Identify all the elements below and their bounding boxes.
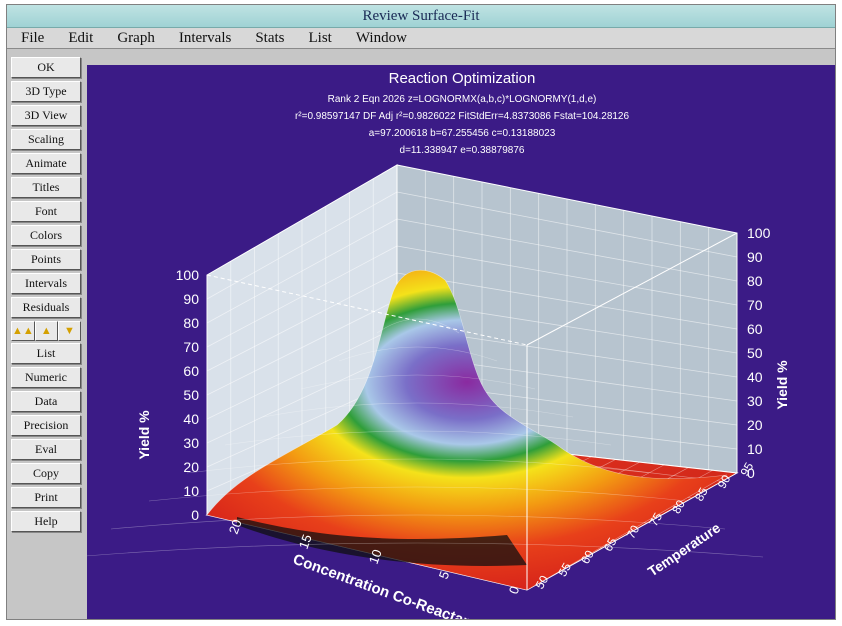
y-tick-55: 55: [555, 560, 574, 579]
menu-intervals[interactable]: Intervals: [178, 29, 232, 46]
z-tick-left-40: 40: [183, 411, 199, 427]
3d-type-button[interactable]: 3D Type: [11, 81, 81, 102]
y-tick-80: 80: [669, 497, 688, 516]
titles-button[interactable]: Titles: [11, 177, 81, 198]
z-tick-left-0: 0: [191, 507, 199, 523]
x-tick-10: 10: [366, 547, 385, 566]
menu-bar: File Edit Graph Intervals Stats List Win…: [7, 28, 835, 49]
plot-area: Reaction Optimization Rank 2 Eqn 2026 z=…: [87, 65, 835, 619]
down-arrow-icon[interactable]: ▼: [57, 321, 81, 341]
z-tick-left-90: 90: [183, 291, 199, 307]
z-tick-right-10: 10: [747, 441, 763, 457]
menu-stats[interactable]: Stats: [255, 29, 285, 46]
z-tick-right-40: 40: [747, 369, 763, 385]
menu-graph[interactable]: Graph: [117, 29, 155, 46]
y-tick-85: 85: [692, 485, 711, 504]
list-button[interactable]: List: [11, 343, 81, 364]
ok-button[interactable]: OK: [11, 57, 81, 78]
params-line-2: d=11.338947 e=0.38879876: [400, 145, 525, 156]
menu-list[interactable]: List: [308, 29, 332, 46]
window-title: Review Surface-Fit: [362, 8, 480, 24]
axis-ticks: 0010102020303040405050606070708080909010…: [176, 225, 771, 596]
z-tick-right-60: 60: [747, 321, 763, 337]
y-tick-95: 95: [737, 460, 756, 479]
title-bar[interactable]: Review Surface-Fit: [7, 5, 835, 28]
z-tick-right-20: 20: [747, 417, 763, 433]
x-tick-5: 5: [436, 569, 453, 581]
z-tick-left-30: 30: [183, 435, 199, 451]
menu-edit[interactable]: Edit: [68, 29, 94, 46]
y-tick-75: 75: [646, 510, 665, 529]
x-tick-15: 15: [296, 532, 315, 551]
font-button[interactable]: Font: [11, 201, 81, 222]
animate-button[interactable]: Animate: [11, 153, 81, 174]
menu-file[interactable]: File: [21, 29, 45, 46]
z-tick-right-90: 90: [747, 249, 763, 265]
app-window: Review Surface-Fit File Edit Graph Inter…: [6, 4, 836, 620]
x-tick-20: 20: [226, 517, 245, 536]
copy-button[interactable]: Copy: [11, 463, 81, 484]
numeric-button[interactable]: Numeric: [11, 367, 81, 388]
eval-button[interactable]: Eval: [11, 439, 81, 460]
z-tick-right-50: 50: [747, 345, 763, 361]
data-button[interactable]: Data: [11, 391, 81, 412]
surface-chart: Reaction Optimization Rank 2 Eqn 2026 z=…: [87, 70, 790, 619]
top-front-edge-right: [526, 232, 738, 346]
intervals-button[interactable]: Intervals: [11, 273, 81, 294]
surface-mesh: [87, 318, 764, 558]
z-tick-left-100: 100: [176, 267, 200, 283]
z-tick-right-70: 70: [747, 297, 763, 313]
help-button[interactable]: Help: [11, 511, 81, 532]
up-arrow-icon[interactable]: ▲: [34, 321, 58, 341]
y-tick-90: 90: [715, 472, 734, 491]
z-axis-label-left: Yield %: [136, 410, 152, 460]
scroll-arrows: ▲▲ ▲ ▼: [11, 321, 81, 341]
y-tick-70: 70: [624, 522, 643, 541]
chart-title: Reaction Optimization: [389, 70, 536, 87]
double-up-arrow-icon[interactable]: ▲▲: [11, 321, 35, 341]
surface-shadow: [237, 517, 527, 566]
fitted-surface: [206, 269, 728, 591]
top-front-edge-left: [206, 274, 528, 346]
scaling-button[interactable]: Scaling: [11, 129, 81, 150]
stats-line: r²=0.98597147 DF Adj r²=0.9826022 FitStd…: [295, 111, 630, 122]
equation-line: Rank 2 Eqn 2026 z=LOGNORMX(a,b,c)*LOGNOR…: [328, 94, 597, 105]
precision-button[interactable]: Precision: [11, 415, 81, 436]
z-tick-left-80: 80: [183, 315, 199, 331]
z-tick-left-10: 10: [183, 483, 199, 499]
y-tick-65: 65: [601, 535, 620, 554]
points-button[interactable]: Points: [11, 249, 81, 270]
z-tick-right-30: 30: [747, 393, 763, 409]
colors-button[interactable]: Colors: [11, 225, 81, 246]
z-tick-left-60: 60: [183, 363, 199, 379]
z-tick-left-50: 50: [183, 387, 199, 403]
z-axis-label-right: Yield %: [774, 360, 790, 410]
z-tick-left-20: 20: [183, 459, 199, 475]
print-button[interactable]: Print: [11, 487, 81, 508]
z-tick-right-100: 100: [747, 225, 771, 241]
3d-view-button[interactable]: 3D View: [11, 105, 81, 126]
residuals-button[interactable]: Residuals: [11, 297, 81, 318]
z-tick-left-70: 70: [183, 339, 199, 355]
sidebar: OK 3D Type 3D View Scaling Animate Title…: [9, 57, 83, 535]
z-tick-right-0: 0: [747, 465, 755, 481]
y-tick-60: 60: [578, 548, 597, 567]
z-tick-right-80: 80: [747, 273, 763, 289]
y-tick-50: 50: [532, 573, 551, 592]
menu-window[interactable]: Window: [355, 29, 407, 46]
x-tick-0: 0: [506, 584, 523, 596]
params-line-1: a=97.200618 b=67.255456 c=0.13188023: [369, 128, 556, 139]
